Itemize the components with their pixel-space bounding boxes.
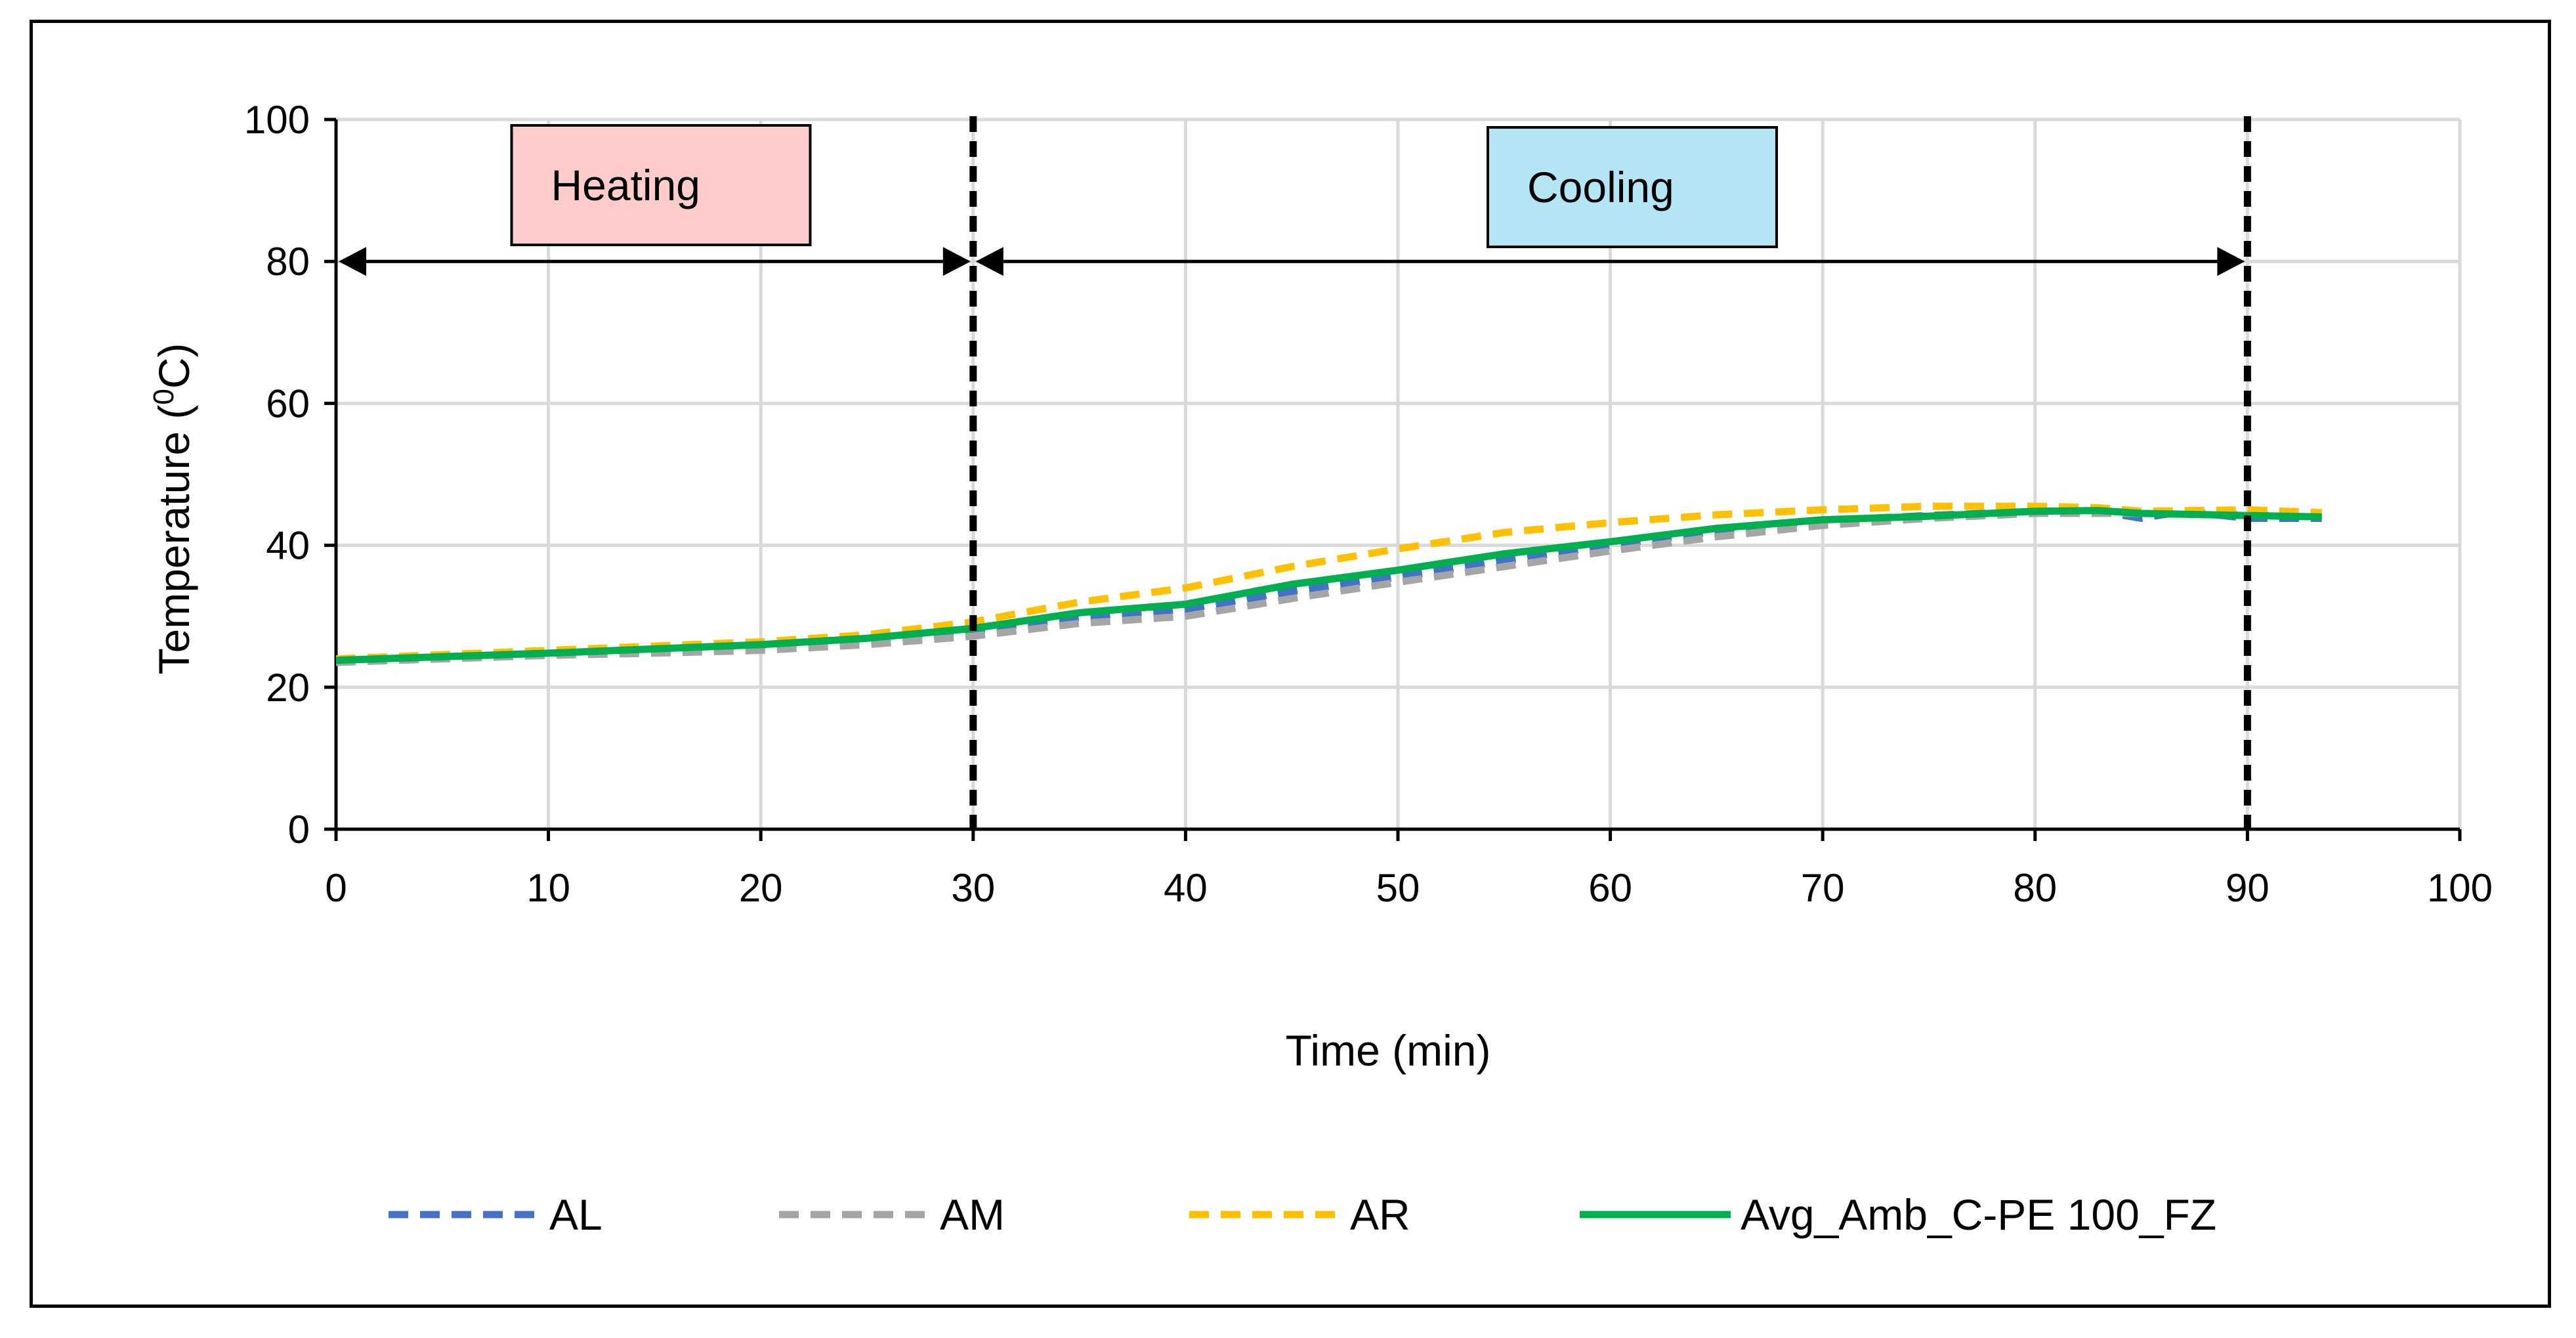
series-line (335, 507, 2322, 664)
x-tick-label: 0 (325, 866, 347, 910)
series-lines (335, 502, 2322, 666)
phase-arrowhead-left (339, 247, 366, 276)
y-tick-label: 20 (266, 666, 310, 710)
chart-frame: Heating Cooling 0 10 20 30 40 50 60 70 80 90 100 0 20… (30, 20, 2551, 1308)
x-tick-label: 30 (951, 866, 995, 910)
x-tick-label: 90 (2226, 866, 2270, 910)
phase-boundaries (969, 116, 2251, 829)
phase-label-box (1487, 126, 1778, 248)
phase-label-text: Cooling (1527, 163, 1674, 211)
x-tick-label: 80 (2013, 866, 2057, 910)
phase-arrows (339, 247, 2245, 276)
y-axis-title-unit: C) (150, 343, 198, 389)
legend-label: AL (549, 1190, 602, 1239)
phase-label-text: Heating (551, 161, 701, 209)
legend-label: Avg_Amb_C-PE 100_FZ (1741, 1190, 2216, 1239)
phase-label-box (510, 124, 812, 246)
temperature-chart: Heating Cooling 0 10 20 30 40 50 60 70 80 90 100 0 20… (148, 98, 2493, 1239)
x-axis-title: Time (min) (1286, 1026, 1491, 1075)
x-tick-label: 100 (2427, 866, 2493, 910)
axes (324, 118, 2462, 841)
y-tick-label: 100 (244, 98, 310, 142)
y-axis-title: Temperature (0C) (148, 343, 199, 675)
x-tick-label: 20 (739, 866, 783, 910)
phase-arrowhead-right (2217, 247, 2245, 276)
series-line (335, 507, 2322, 664)
x-tick-label: 60 (1588, 866, 1632, 910)
y-axis-title-main: Temperature ( (150, 405, 198, 675)
y-tick-label: 60 (266, 381, 310, 425)
legend: AL AM AR Avg_Amb_C-PE 100_FZ (389, 1190, 2216, 1239)
x-tick-label: 40 (1164, 866, 1208, 910)
phase-boxes: Heating Cooling (510, 124, 1778, 248)
tick-labels: 0 10 20 30 40 50 60 70 80 90 100 0 20 40 60 80 100 (244, 98, 2493, 910)
phase-arrowhead-right (942, 247, 971, 276)
legend-label: AM (940, 1190, 1005, 1239)
series-line (335, 509, 2322, 666)
y-axis-title-sup: 0 (148, 389, 180, 404)
y-tick-label: 0 (288, 808, 310, 852)
y-tick-label: 40 (266, 524, 310, 568)
x-tick-label: 10 (526, 866, 570, 910)
y-tick-label: 80 (266, 240, 310, 284)
phase-arrowhead-left (975, 247, 1003, 276)
x-tick-label: 70 (1801, 866, 1845, 910)
x-tick-label: 50 (1376, 866, 1420, 910)
legend-label: AR (1350, 1190, 1410, 1239)
